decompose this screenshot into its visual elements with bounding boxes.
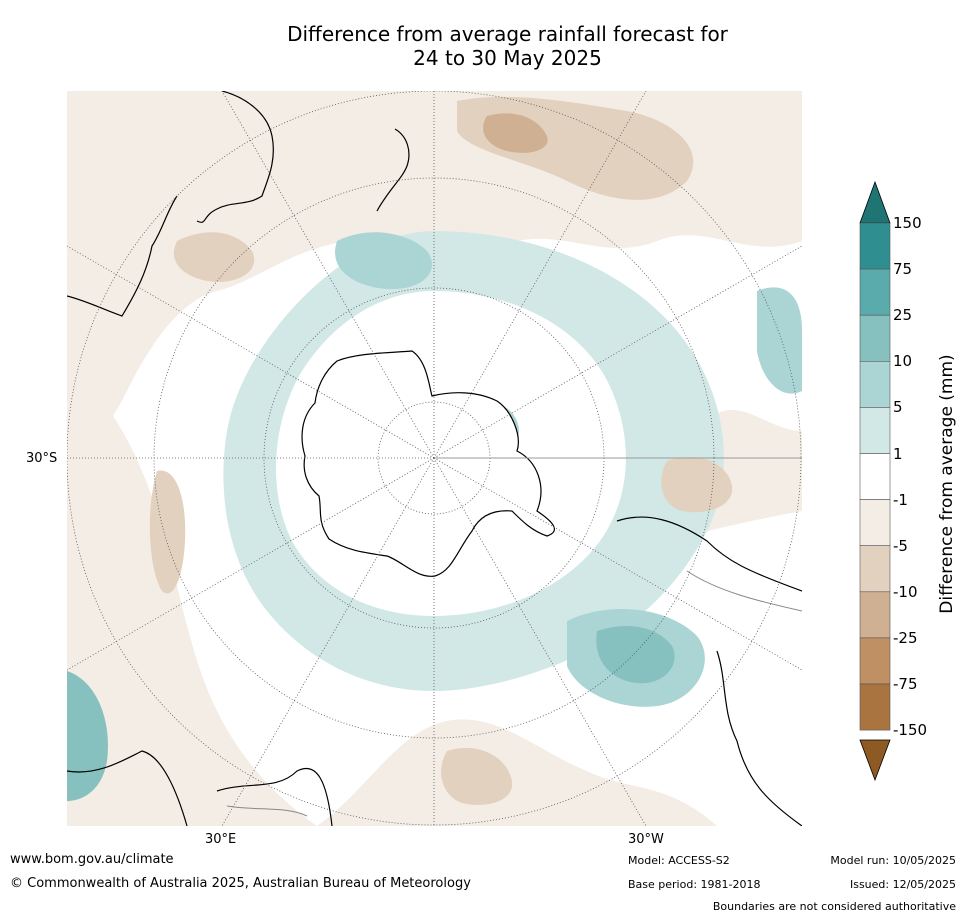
colorbar-tick-label: 25 — [893, 306, 913, 325]
map-title: Difference from average rainfall forecas… — [0, 22, 965, 70]
lon-label-30e: 30°E — [205, 832, 237, 847]
lon-label-30w: 30°W — [628, 832, 664, 847]
colorbar-tick-label: 10 — [893, 352, 913, 371]
antarctica — [301, 350, 555, 577]
africa-south-east — [216, 767, 333, 826]
title-line-1: Difference from average rainfall forecas… — [287, 22, 728, 46]
footer-copyright: © Commonwealth of Australia 2025, Austra… — [10, 876, 471, 891]
beige-band-south — [317, 719, 717, 826]
lat-label-30s: 30°S — [26, 451, 58, 466]
tan-patch-east — [661, 457, 733, 513]
colorbar-tick-label: -75 — [893, 675, 918, 693]
colorbar-segment — [859, 545, 891, 593]
colorbar — [855, 180, 895, 785]
colorbar-bottom-arrow — [859, 739, 891, 782]
colorbar-segment — [859, 268, 891, 316]
colorbar-tick-label: 1 — [893, 444, 903, 463]
colorbar-segment — [859, 407, 891, 454]
colorbar-segment — [859, 314, 891, 362]
colorbar-tick-label: -1 — [893, 490, 908, 509]
title-line-2: 24 to 30 May 2025 — [413, 46, 602, 70]
rainfall-map — [67, 91, 802, 826]
colorbar-segment — [859, 453, 891, 500]
coast-west — [67, 195, 178, 317]
tan-patch-west — [149, 470, 186, 594]
tan-patch-north-dark — [483, 113, 548, 153]
new-zealand — [376, 128, 410, 212]
south-america — [196, 91, 274, 223]
colorbar-tick-label: -10 — [893, 582, 918, 601]
africa-border — [226, 805, 308, 817]
footer-model-run: Model run: 10/05/2025 — [830, 854, 956, 867]
colorbar-tick-label: -25 — [893, 628, 918, 647]
colorbar-segment — [859, 499, 891, 547]
teal-patch-north — [335, 232, 433, 290]
colorbar-segments — [859, 222, 891, 731]
australia — [616, 516, 802, 592]
tan-patch-south — [441, 747, 513, 805]
colorbar-top-arrow — [859, 180, 891, 224]
colorbar-segment — [859, 637, 891, 685]
colorbar-tick-label: 5 — [893, 398, 903, 417]
footer-website[interactable]: www.bom.gov.au/climate — [10, 852, 174, 867]
footer-base-period: Base period: 1981-2018 — [628, 878, 761, 891]
colorbar-tick-label: -150 — [893, 721, 928, 740]
colorbar-tick-label: -5 — [893, 536, 908, 555]
australia-border — [686, 570, 802, 612]
africa-south — [67, 750, 188, 826]
teal-patch-sw — [67, 671, 108, 801]
teal-patch-east — [757, 287, 802, 394]
teal-patch-se-dark — [596, 626, 675, 684]
colorbar-label: Difference from average (mm) — [937, 354, 957, 614]
colorbar-svg — [859, 180, 891, 782]
colorbar-tick-label: 150 — [893, 214, 922, 232]
footer-model: Model: ACCESS-S2 — [628, 854, 730, 867]
footer-issued: Issued: 12/05/2025 — [849, 878, 956, 891]
colorbar-segment — [859, 222, 891, 270]
footer-disclaimer: Boundaries are not considered authoritat… — [712, 900, 956, 913]
colorbar-segment — [859, 683, 891, 731]
colorbar-segment — [859, 591, 891, 639]
tan-patch-nw — [173, 232, 255, 282]
map-svg — [67, 91, 802, 826]
colorbar-tick-label: 75 — [893, 260, 913, 279]
beige-band-west — [67, 371, 317, 826]
australia-south — [716, 650, 802, 826]
colorbar-segment — [859, 361, 891, 408]
